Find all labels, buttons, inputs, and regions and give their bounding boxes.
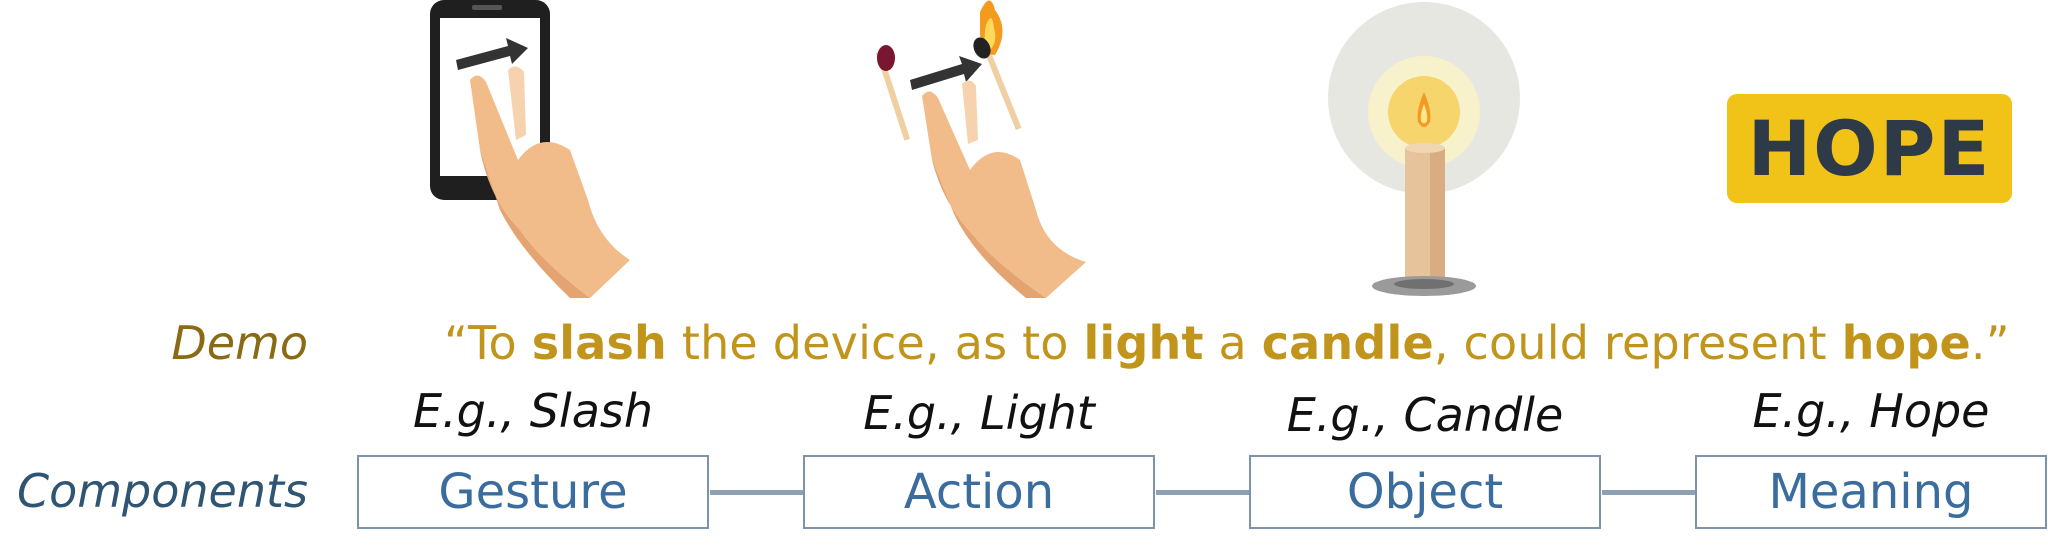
connector-line (710, 490, 804, 495)
keyword-meaning: hope (1841, 316, 1971, 370)
hope-badge: HOPE (1727, 94, 2012, 203)
components-row-label: Components (16, 464, 308, 518)
sentence-part: a (1203, 316, 1262, 370)
demo-sentence: “To slash the device, as to light a cand… (444, 316, 2010, 370)
component-label: Object (1346, 464, 1504, 520)
candle-icon (1328, 2, 1520, 296)
component-box-meaning: Meaning (1695, 455, 2047, 529)
connector-line (1156, 490, 1250, 495)
sentence-part: , could represent (1433, 316, 1842, 370)
demo-row-label: Demo (171, 316, 308, 370)
connector-line (1602, 490, 1696, 495)
component-label: Meaning (1768, 464, 1974, 520)
example-meaning: E.g., Hope (1752, 384, 1990, 438)
keyword-gesture: slash (531, 316, 668, 370)
keyword-action: light (1083, 316, 1204, 370)
phone-swipe-icon (430, 0, 630, 298)
example-object: E.g., Candle (1286, 388, 1564, 442)
component-label: Gesture (438, 464, 628, 520)
example-action: E.g., Light (863, 386, 1095, 440)
keyword-object: candle (1261, 316, 1434, 370)
sentence-part: “To (444, 316, 532, 370)
component-box-gesture: Gesture (357, 455, 709, 529)
component-box-action: Action (803, 455, 1155, 529)
component-label: Action (903, 464, 1055, 520)
match-strike-icon (875, 0, 1086, 298)
component-box-object: Object (1249, 455, 1601, 529)
hope-badge-text: HOPE (1747, 104, 1992, 193)
sentence-part: .” (1970, 316, 2010, 370)
example-gesture: E.g., Slash (412, 384, 654, 438)
sentence-part: the device, as to (667, 316, 1084, 370)
